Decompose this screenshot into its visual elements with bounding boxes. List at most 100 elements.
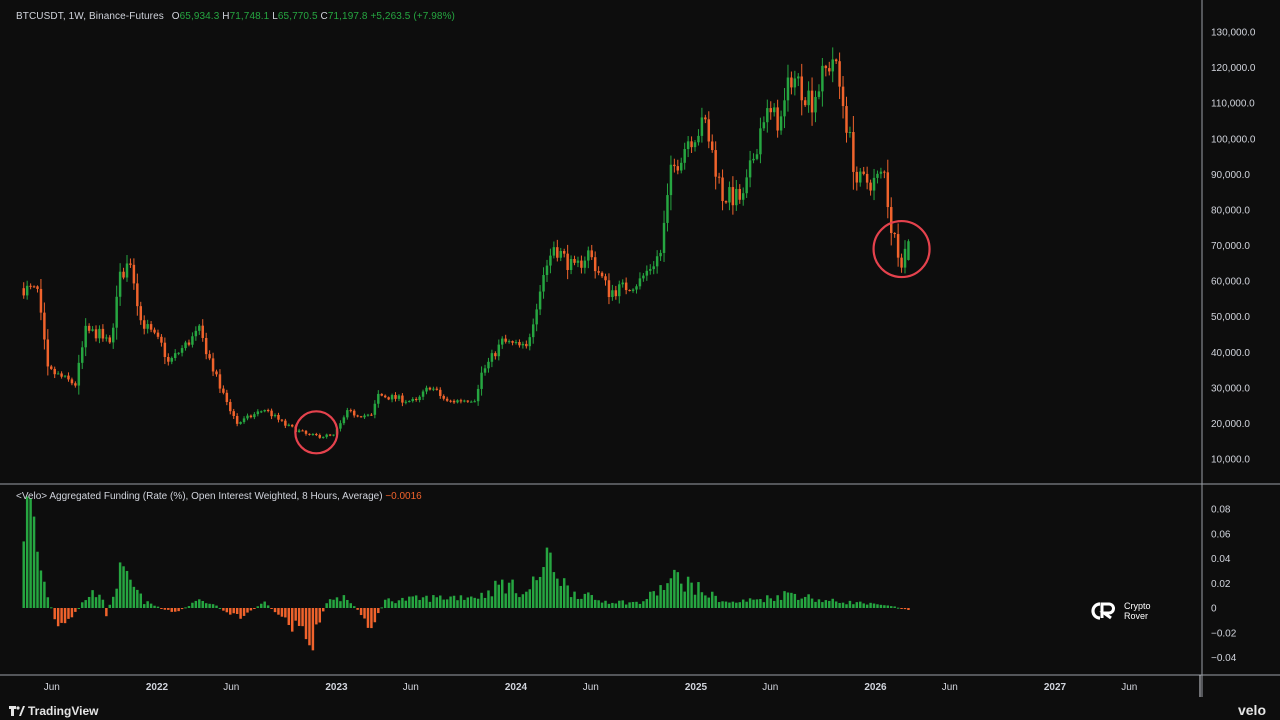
funding-axis[interactable]: 0.08 0.06 0.04 0.02 0 −0.02 −0.04 (1211, 505, 1237, 665)
crypto-rover-watermark: Crypto Rover (1088, 601, 1151, 621)
funding-bar (666, 583, 669, 608)
funding-bar (511, 579, 514, 608)
funding-bar (139, 593, 143, 608)
price-candle-body (600, 272, 604, 277)
price-tick-label: 90,000.0 (1211, 170, 1250, 181)
price-candle-body (587, 250, 590, 261)
price-candle-body (132, 264, 136, 284)
time-tick-label: Jun (583, 682, 599, 693)
price-axis[interactable]: 130,000.0 120,000.0 110,000.0 100,000.0 90,0… (1211, 28, 1256, 466)
price-candle-body (29, 285, 32, 287)
price-candle-body (821, 65, 824, 92)
symbol-legend[interactable]: BTCUSDT, 1W, Binance-Futures O65,934.3 H… (16, 11, 455, 22)
funding-bar (53, 608, 56, 620)
price-candle-body (673, 164, 676, 167)
time-axis[interactable]: Jun 2022 Jun 2023 Jun 2024 Jun 2025 Jun 2026 Jun 20… (44, 682, 1138, 693)
price-candle-body (566, 253, 569, 271)
funding-bar (542, 567, 545, 608)
funding-bar (714, 595, 717, 608)
price-candle-body (659, 252, 662, 257)
funding-bar (211, 604, 215, 608)
funding-bar (611, 602, 614, 608)
funding-bar (790, 592, 793, 608)
price-candle-body (111, 327, 115, 343)
price-tick-label: 110,000.0 (1211, 99, 1255, 110)
funding-bar (752, 599, 755, 608)
price-candle-body (549, 255, 552, 266)
price-candle-body (783, 100, 786, 117)
price-tick-label: 20,000.0 (1211, 419, 1250, 430)
funding-bar (848, 600, 852, 608)
price-candle-body (680, 162, 683, 171)
funding-tick-label: 0.06 (1211, 529, 1231, 540)
funding-bar (442, 599, 445, 608)
price-candle-body (46, 339, 50, 367)
watermark-line2: Rover (1124, 611, 1149, 621)
funding-bar (32, 516, 36, 608)
funding-bar (132, 586, 136, 608)
funding-bar (225, 608, 229, 613)
funding-bar (70, 608, 74, 618)
price-candle-body (222, 388, 225, 393)
price-candle-body (439, 389, 442, 396)
price-candle-body (611, 290, 614, 298)
funding-bar (604, 600, 607, 608)
funding-bar (380, 607, 383, 609)
funding-bar (655, 595, 659, 608)
funding-bar (521, 594, 525, 608)
price-candle-body (242, 418, 246, 423)
price-candle-body (411, 399, 414, 402)
crypto-rover-logo-icon (1091, 602, 1115, 620)
price-candle-body (421, 391, 425, 397)
funding-bar (187, 606, 191, 608)
price-candle-body (414, 399, 418, 401)
funding-bar (297, 608, 301, 626)
funding-bar (449, 596, 452, 608)
funding-bar (46, 597, 50, 608)
funding-bar (321, 608, 325, 612)
price-candle-body (84, 325, 87, 348)
price-candle-body (583, 260, 587, 268)
price-candle-body (53, 368, 56, 375)
funding-bar (597, 600, 600, 608)
funding-bar (890, 606, 893, 608)
price-candle-body (36, 286, 39, 289)
funding-bar (741, 599, 745, 608)
price-candle-body (731, 187, 735, 206)
funding-bar (136, 589, 139, 608)
indicator-legend[interactable]: <Velo> Aggregated Funding (Rate (%), Ope… (16, 491, 422, 502)
time-tick-label: 2023 (325, 682, 348, 693)
funding-bar (208, 603, 211, 608)
funding-bar (242, 608, 246, 616)
funding-bar (101, 599, 105, 608)
price-candle-body (621, 282, 624, 285)
price-candle-body (800, 76, 803, 101)
price-candle-body (845, 106, 848, 133)
funding-bar (852, 604, 855, 608)
price-candle-body (786, 77, 790, 101)
funding-tick-label: 0 (1211, 604, 1217, 615)
funding-bar (60, 608, 63, 623)
price-candle-body (487, 361, 490, 369)
price-candle-body (531, 324, 535, 338)
funding-bar (862, 603, 865, 608)
price-candle-body (810, 90, 814, 113)
funding-bar (494, 580, 497, 608)
price-candle-body (817, 91, 821, 97)
price-candle-body (514, 342, 518, 344)
price-candle-body (890, 207, 893, 233)
price-candle-body (315, 434, 318, 436)
indicator-title: <Velo> Aggregated Funding (Rate (%), Ope… (16, 491, 383, 502)
funding-bar (263, 601, 266, 608)
price-candle-body (576, 260, 580, 263)
funding-bar (538, 576, 542, 608)
price-candle-body (284, 420, 287, 426)
price-candle-body (686, 141, 690, 150)
tradingview-logo[interactable]: TradingView (9, 704, 98, 718)
price-candle-body (146, 324, 149, 329)
price-candle-body (311, 434, 315, 436)
price-candle-body (94, 329, 98, 339)
funding-tick-label: 0.04 (1211, 554, 1231, 565)
price-candle-body (43, 312, 46, 340)
price-candle-body (180, 348, 184, 353)
